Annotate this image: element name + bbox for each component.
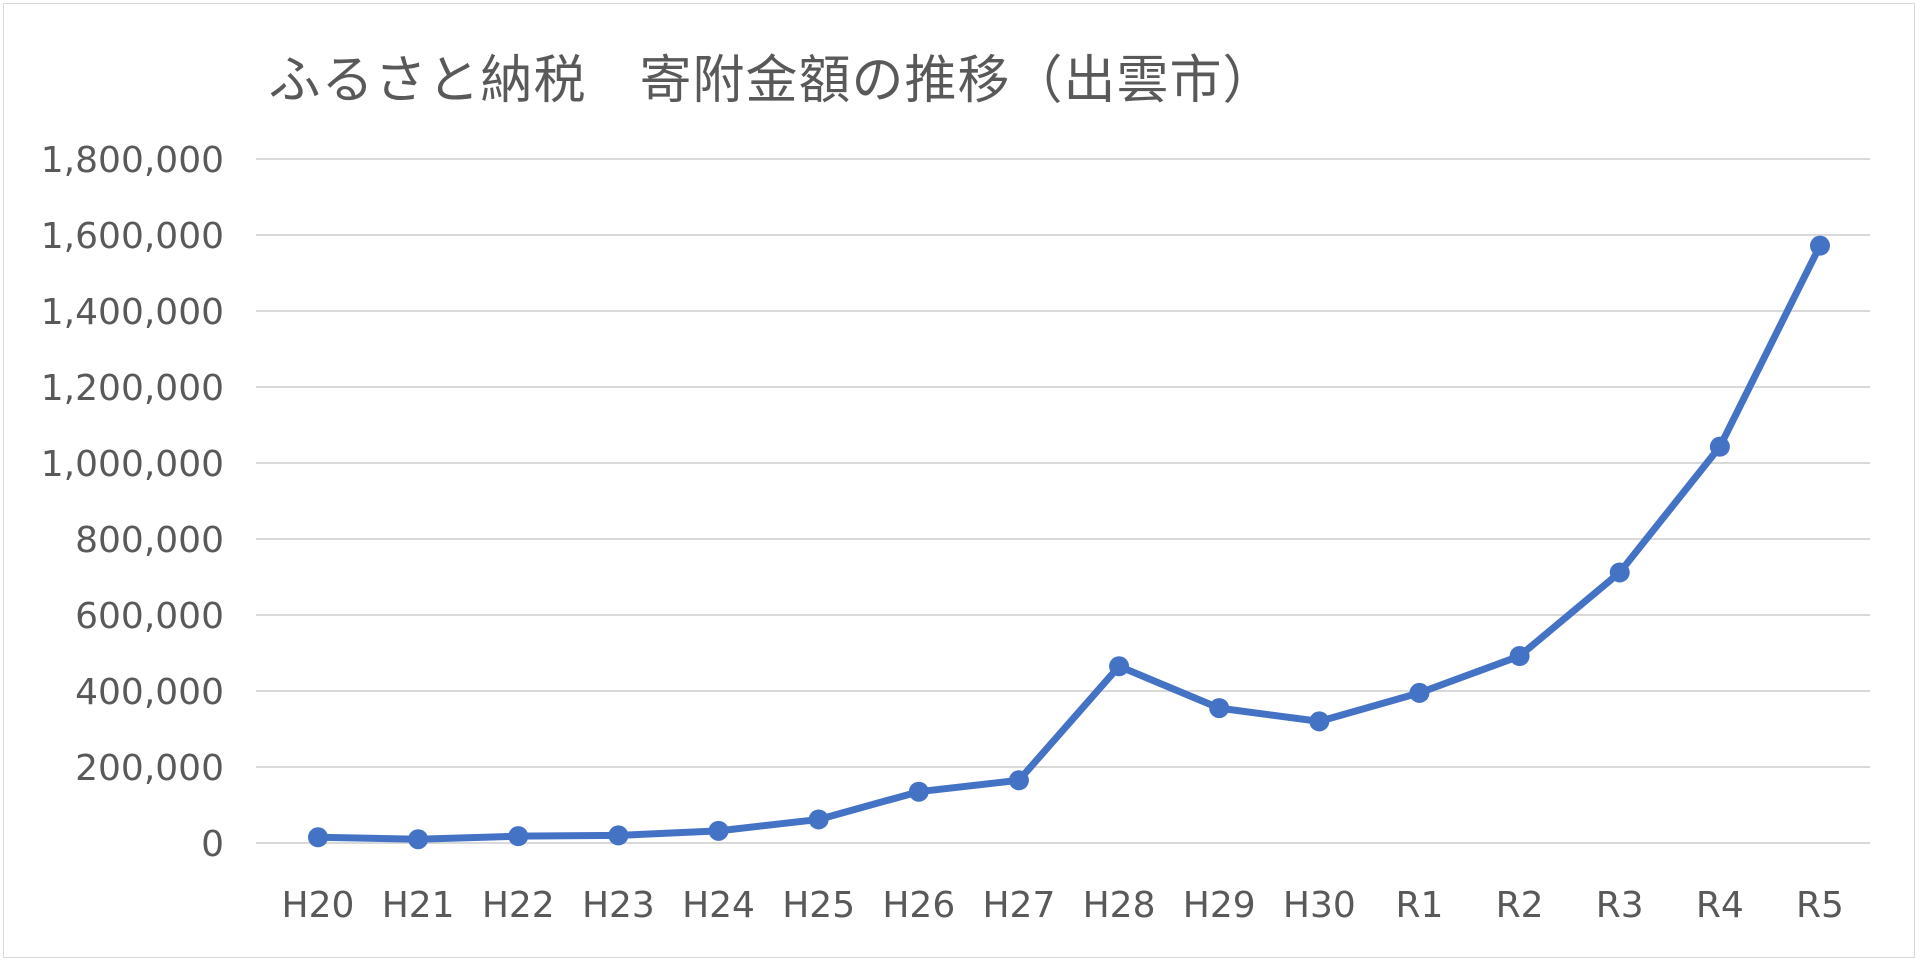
series-line bbox=[314, 242, 1824, 843]
series-layer bbox=[308, 235, 1830, 850]
x-tick-label: H28 bbox=[1083, 885, 1156, 926]
y-tick-label: 800,000 bbox=[75, 520, 224, 561]
chart-frame: ふるさと納税 寄附金額の推移（出雲市） bbox=[3, 3, 1915, 958]
gridlines bbox=[256, 158, 1870, 844]
y-tick-label: 200,000 bbox=[75, 748, 224, 789]
x-tick-label: H22 bbox=[482, 885, 555, 926]
x-tick-label: H20 bbox=[282, 885, 355, 926]
data-point bbox=[1409, 682, 1430, 703]
data-point bbox=[908, 781, 929, 802]
data-point bbox=[508, 826, 529, 847]
x-tick-label: H24 bbox=[682, 885, 755, 926]
y-tick-label: 0 bbox=[201, 824, 224, 865]
data-point bbox=[308, 827, 328, 848]
y-tick-label: 600,000 bbox=[75, 596, 224, 637]
data-point bbox=[1509, 646, 1530, 667]
y-axis-ticks: 0 200,000 400,000 600,000 800,000 1,000,000 1,… bbox=[41, 140, 224, 865]
data-point bbox=[608, 825, 629, 846]
x-axis-ticks: H20 H21 H22 H23 H24 H25 H26 H27 H28 H29 H30 R1 R2 R3 R… bbox=[282, 885, 1844, 926]
data-point bbox=[1709, 436, 1730, 457]
x-tick-label: H27 bbox=[982, 885, 1055, 926]
data-point bbox=[1109, 656, 1130, 677]
data-point bbox=[708, 820, 729, 841]
x-tick-label: H30 bbox=[1283, 885, 1356, 926]
x-tick-label: H23 bbox=[582, 885, 655, 926]
data-point bbox=[808, 809, 829, 830]
data-point bbox=[1810, 235, 1830, 256]
x-tick-label: H29 bbox=[1183, 885, 1256, 926]
x-tick-label: H26 bbox=[882, 885, 955, 926]
y-tick-label: 400,000 bbox=[75, 672, 224, 713]
x-tick-label: H21 bbox=[382, 885, 455, 926]
x-tick-label: R5 bbox=[1796, 885, 1844, 926]
y-tick-label: 1,400,000 bbox=[41, 292, 224, 333]
y-tick-label: 1,600,000 bbox=[41, 216, 224, 257]
x-tick-label: R3 bbox=[1596, 885, 1644, 926]
x-tick-label: R1 bbox=[1396, 885, 1444, 926]
y-tick-label: 1,200,000 bbox=[41, 368, 224, 409]
data-point bbox=[1209, 698, 1230, 719]
y-tick-label: 1,800,000 bbox=[41, 140, 224, 181]
data-point bbox=[1309, 711, 1330, 732]
x-tick-label: R2 bbox=[1496, 885, 1544, 926]
x-tick-label: R4 bbox=[1696, 885, 1744, 926]
data-point bbox=[1609, 562, 1630, 583]
data-point bbox=[1008, 770, 1029, 791]
chart-title: ふるさと納税 寄附金額の推移（出雲市） bbox=[268, 51, 1276, 111]
data-point bbox=[408, 829, 429, 850]
y-tick-label: 1,000,000 bbox=[41, 444, 224, 485]
x-tick-label: H25 bbox=[782, 885, 855, 926]
